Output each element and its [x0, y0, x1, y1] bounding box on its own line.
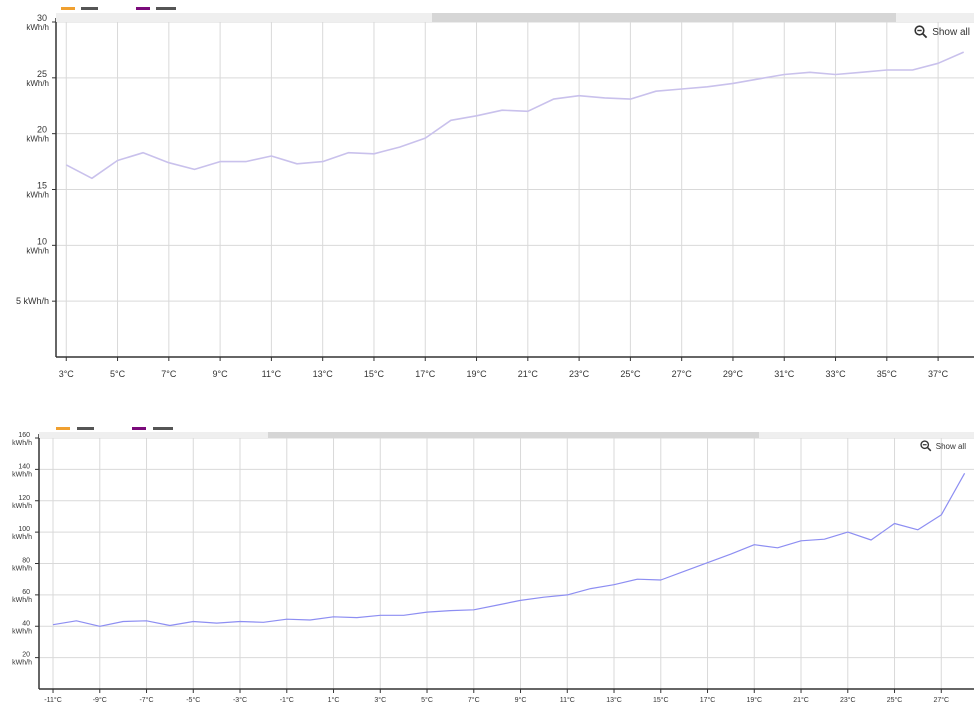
x-tick-label: 25°C [887, 696, 903, 704]
y-tick-unit: kWh/h [12, 440, 32, 447]
x-tick-label: -9°C [93, 696, 107, 704]
chart-scrollbar-track[interactable] [39, 432, 974, 438]
y-tick-label: 80 [22, 558, 30, 565]
legend-swatch-dark-2[interactable] [156, 7, 176, 10]
y-tick-unit: kWh/h [26, 135, 49, 144]
x-tick-label: 23°C [840, 696, 856, 704]
x-tick-label: 21°C [518, 369, 539, 379]
x-tick-label: 5°C [110, 369, 126, 379]
x-tick-label: 11°C [560, 696, 575, 704]
x-tick-label: 3°C [374, 696, 386, 704]
x-tick-label: 35°C [877, 369, 898, 379]
y-tick-unit: kWh/h [12, 534, 32, 541]
legend-swatch-purple[interactable] [136, 7, 150, 10]
x-tick-label: 23°C [569, 369, 590, 379]
y-tick-label: 20 [37, 125, 47, 135]
x-tick-label: 1°C [328, 696, 340, 704]
x-tick-label: 17°C [415, 369, 436, 379]
zoom-out-icon [920, 440, 932, 452]
x-tick-label: 9°C [515, 696, 527, 704]
y-tick-unit: kWh/h [26, 246, 49, 255]
chart-panel-bottom: Show all -11°C -9°C -7°C -5°C -3°C -1°C 1°C 3°C… [0, 420, 974, 706]
y-tick-unit: kWh/h [12, 628, 32, 635]
y-tick-label: 160 [18, 432, 30, 439]
x-tick-label: -1°C [280, 696, 294, 704]
y-tick-label: 100 [18, 526, 30, 533]
series-line [52, 473, 966, 627]
chart-scrollbar-thumb[interactable] [432, 13, 896, 22]
show-all-button[interactable]: Show all [914, 25, 970, 39]
legend-swatch-dark[interactable] [81, 7, 98, 10]
x-tick-label: -7°C [139, 696, 153, 704]
y-tick-label: 15 [37, 181, 47, 191]
y-tick-label: 30 [37, 13, 47, 23]
x-tick-label: 37°C [928, 369, 949, 379]
y-tick-label: 5 kWh/h [16, 296, 49, 306]
y-tick-unit: kWh/h [26, 191, 49, 200]
legend-swatch-dark[interactable] [77, 427, 94, 430]
x-tick-label: 9°C [213, 369, 229, 379]
x-tick-label: 15°C [364, 369, 385, 379]
x-tick-label: 21°C [793, 696, 809, 704]
chart-panel-top: Show all 3°C 5°C 7°C 9°C 11°C 13°C 15°C 17°C 19°… [16, 7, 974, 379]
x-tick-label: -5°C [186, 696, 200, 704]
x-tick-label: 3°C [59, 369, 75, 379]
x-tick-label: -3°C [233, 696, 247, 704]
legend-swatch-orange[interactable] [61, 7, 75, 10]
show-all-label: Show all [935, 441, 966, 451]
x-tick-label: 11°C [262, 369, 282, 379]
x-tick-label: 19°C [746, 696, 762, 704]
x-tick-label: 27°C [672, 369, 693, 379]
show-all-label: Show all [932, 26, 970, 38]
y-tick-unit: kWh/h [26, 23, 49, 32]
y-tick-unit: kWh/h [12, 660, 32, 667]
x-tick-label: 5°C [421, 696, 433, 704]
x-tick-label: 25°C [620, 369, 641, 379]
chart-scrollbar-track[interactable] [56, 13, 974, 22]
y-tick-label: 25 [37, 69, 47, 79]
x-tick-label: 33°C [825, 369, 846, 379]
x-tick-label: 27°C [933, 696, 949, 704]
legend-swatch-dark-2[interactable] [153, 427, 173, 430]
x-tick-label: 31°C [774, 369, 795, 379]
series-line [65, 51, 965, 180]
show-all-button[interactable]: Show all [920, 440, 966, 452]
y-tick-label: 20 [22, 652, 30, 659]
zoom-out-icon [914, 25, 928, 39]
x-tick-label: 13°C [606, 696, 622, 704]
y-tick-unit: kWh/h [12, 597, 32, 604]
y-tick-label: 10 [37, 236, 47, 246]
x-tick-label: 7°C [161, 369, 177, 379]
chart-bottom-svg: -11°C -9°C -7°C -5°C -3°C -1°C 1°C 3°C 5°C 7°C 9°C… [12, 432, 974, 704]
y-tick-label: 40 [22, 620, 30, 627]
y-tick-label: 120 [18, 495, 30, 502]
y-tick-label: 60 [22, 589, 30, 596]
chart-top-svg: 3°C 5°C 7°C 9°C 11°C 13°C 15°C 17°C 19°C 21°C 23°C… [16, 13, 974, 379]
legend-swatch-purple[interactable] [132, 427, 146, 430]
x-tick-label: 17°C [700, 696, 716, 704]
legend-swatch-orange[interactable] [56, 427, 70, 430]
x-tick-label: 13°C [313, 369, 334, 379]
y-tick-unit: kWh/h [12, 471, 32, 478]
y-tick-label: 140 [18, 463, 30, 470]
x-tick-label: 15°C [653, 696, 669, 704]
x-tick-label: 19°C [466, 369, 487, 379]
x-tick-label: 29°C [723, 369, 744, 379]
y-tick-unit: kWh/h [12, 566, 32, 573]
y-tick-unit: kWh/h [26, 79, 49, 88]
x-tick-label: -11°C [44, 696, 61, 704]
x-tick-label: 7°C [468, 696, 480, 704]
y-tick-unit: kWh/h [12, 503, 32, 510]
chart-scrollbar-thumb[interactable] [268, 432, 759, 438]
